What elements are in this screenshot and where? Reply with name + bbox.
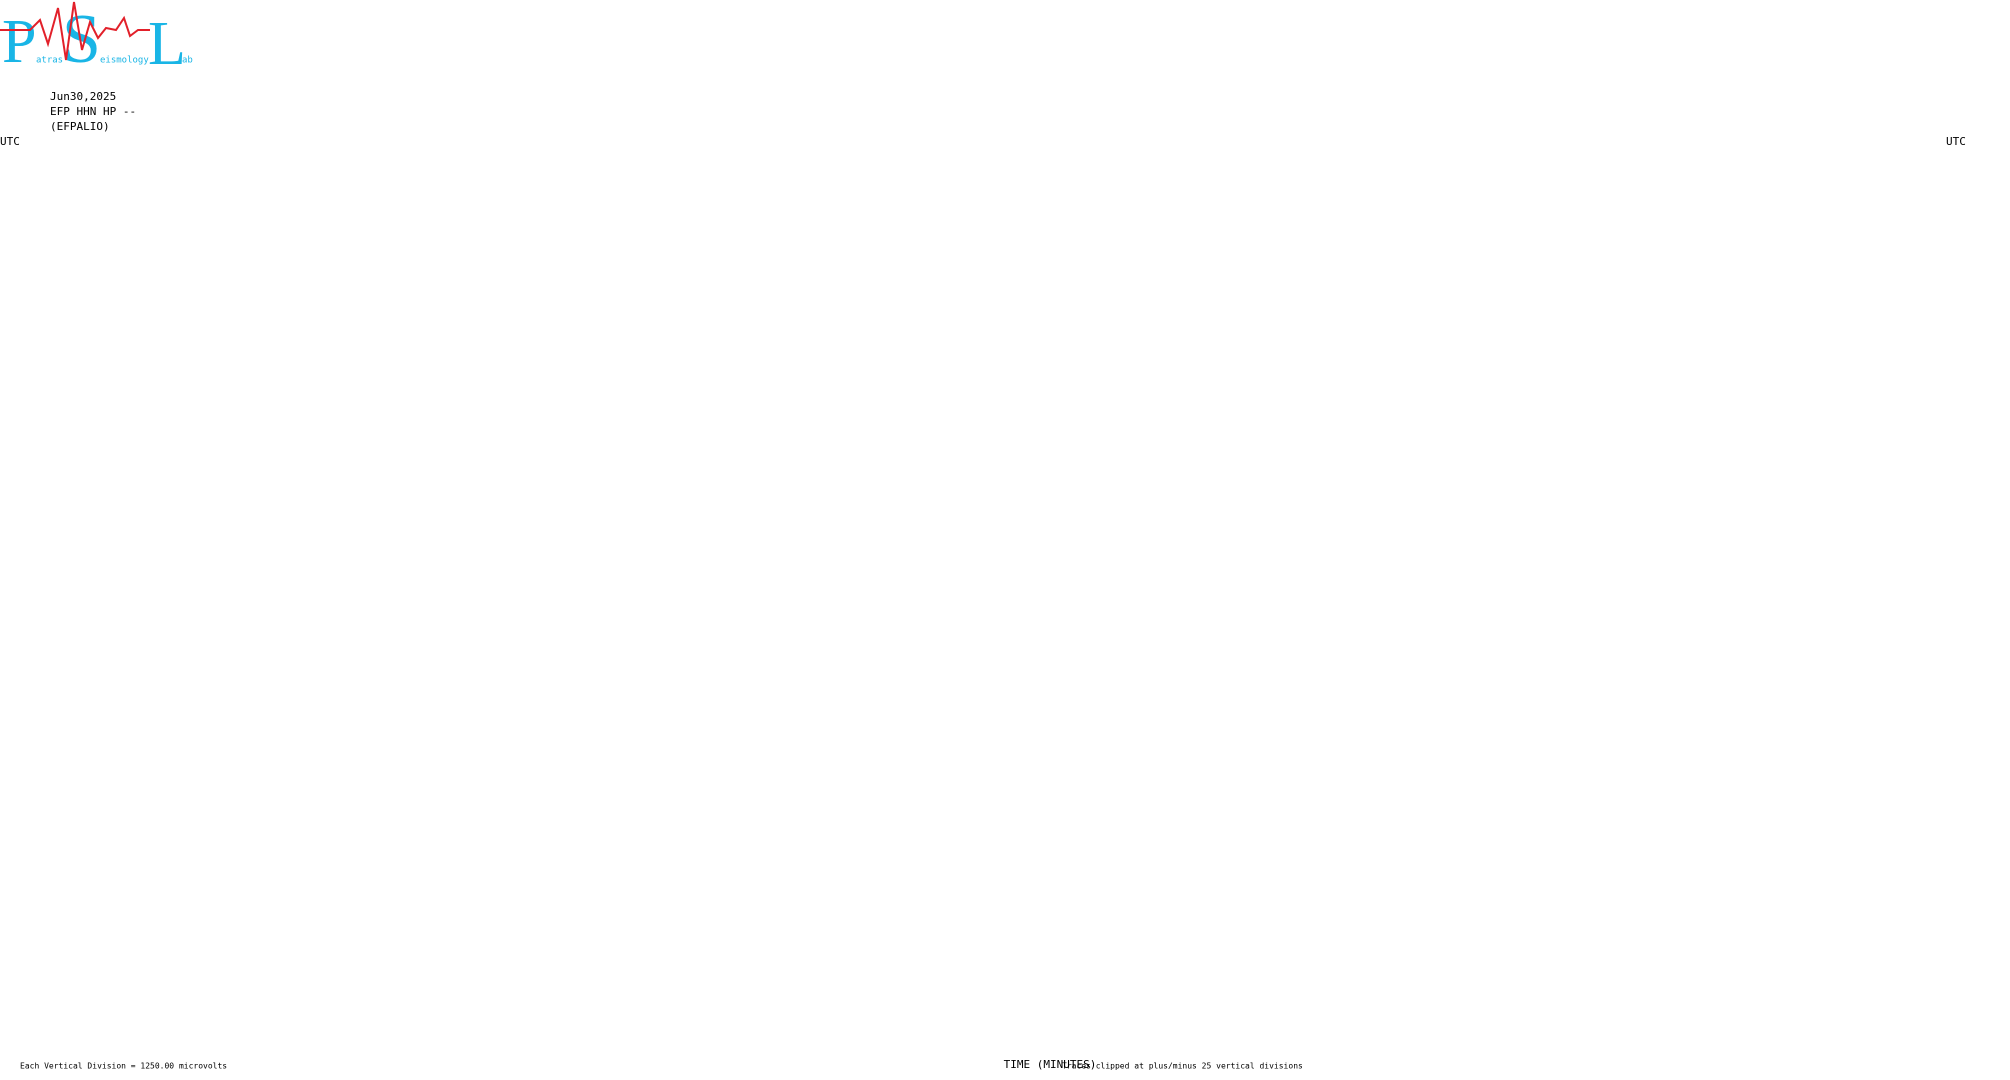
left-axis-title: UTC xyxy=(0,135,20,148)
logo-subtext: ab xyxy=(182,56,193,66)
logo-wave xyxy=(0,1,150,61)
x-axis-title: TIME (MINUTES) xyxy=(1004,1058,1097,1071)
right-axis-title: UTC xyxy=(1946,135,1966,148)
logo-subtext: eismology xyxy=(100,56,149,66)
station: (EFPALIO) xyxy=(50,120,110,133)
channel: EFP HHN HP -- xyxy=(50,105,136,118)
clip-note: Traces clipped at plus/minus 25 vertical… xyxy=(1062,1062,1303,1071)
logo-letter: P xyxy=(2,8,36,76)
logo-letter: L xyxy=(148,10,186,78)
scale-note: Each Vertical Division = 1250.00 microvo… xyxy=(20,1062,227,1071)
date: Jun30,2025 xyxy=(50,90,116,103)
logo: P S L atras eismology ab xyxy=(0,1,193,78)
logo-subtext: atras xyxy=(36,56,63,66)
